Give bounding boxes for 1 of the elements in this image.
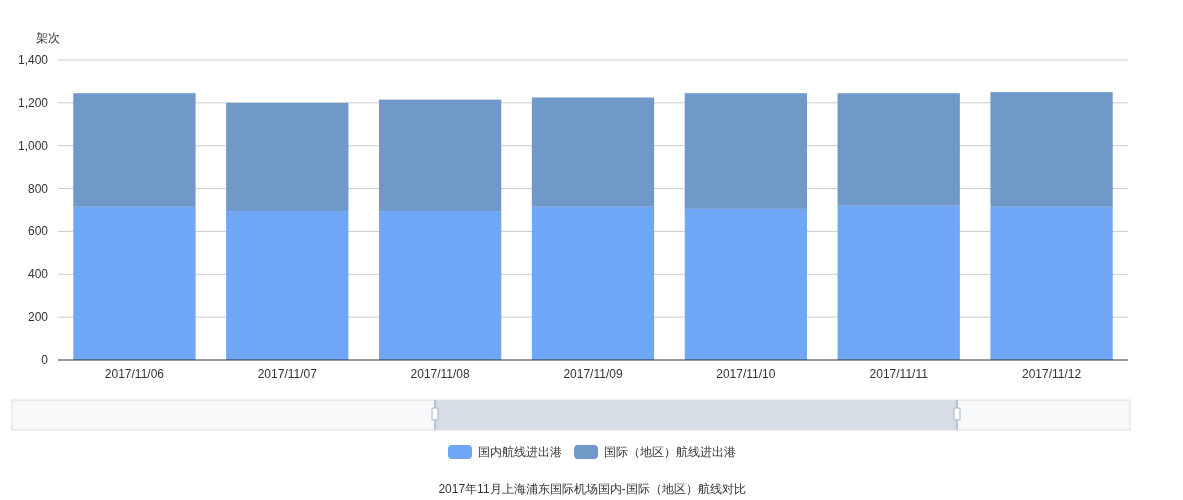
caption: 2017年11月上海浦东国际机场国内-国际（地区）航线对比	[438, 482, 746, 496]
